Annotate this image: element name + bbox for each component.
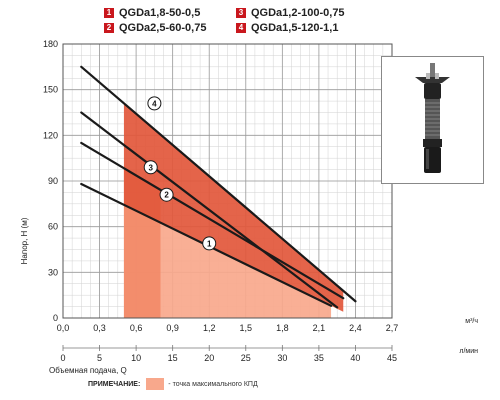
series-line-4 [80,65,357,303]
legend-badge-4: 4 [236,22,246,33]
legend-label-2: QGDa2,5-60-0,75 [119,21,207,34]
x-tick-label-top: 2,7 [386,323,399,333]
legend-badge-1: 1 [104,7,114,18]
x-tick-label-bottom: 35 [314,353,324,363]
x-tick-label-top: 1,2 [203,323,216,333]
series-label-2: 2 [164,191,169,200]
legend-label-4: QGDa1,5-120-1,1 [251,21,339,34]
series-label-4: 4 [152,99,157,108]
efficiency-zone-3 [123,103,344,312]
product-image [381,56,484,184]
x-tick-label-top: 0,6 [130,323,143,333]
legend-label-3: QGDa1,2-100-0,75 [251,6,345,19]
x-tick-label-bottom: 40 [350,353,360,363]
note: ПРИМЕЧАНИЕ: - точка максимального КПД [88,378,258,390]
legend-badge-3: 3 [236,7,246,18]
note-swatch [146,378,165,390]
series-label-3: 3 [149,163,154,172]
legend-column-1: 1 QGDa1,8-50-0,5 2 QGDa2,5-60-0,75 [104,6,206,34]
x-unit-top: м³/ч [465,318,478,325]
legend-column-2: 3 QGDa1,2-100-0,75 4 QGDa1,5-120-1,1 [236,6,345,34]
y-tick-label: 180 [43,39,58,49]
pump-icon [415,63,450,173]
x-tick-label-top: 1,5 [240,323,253,333]
x-tick-label-bottom: 0 [60,353,65,363]
y-tick-label: 60 [48,222,58,232]
series-marker-1 [202,236,217,251]
series-label-1: 1 [207,239,212,248]
x-tick-label-bottom: 10 [131,353,141,363]
y-tick-label: 150 [43,85,58,95]
legend-item-4: 4 QGDa1,5-120-1,1 [236,21,345,34]
x-tick-label-top: 2,1 [313,323,326,333]
x-tick-label-top: 0,0 [57,323,70,333]
x-tick-label-top: 1,8 [276,323,289,333]
y-tick-label: 120 [43,130,58,140]
x-tick-label-bottom: 20 [204,353,214,363]
x-axis-label: Объемная подача, Q [49,366,127,375]
note-text: - точка максимального КПД [168,380,258,388]
series-marker-3 [143,160,158,175]
legend-item-2: 2 QGDa2,5-60-0,75 [104,21,206,34]
note-label: ПРИМЕЧАНИЕ: [88,380,141,388]
x-tick-label-bottom: 15 [168,353,178,363]
x-tick-label-bottom: 5 [97,353,102,363]
x-tick-label-bottom: 30 [277,353,287,363]
series-line-2 [80,141,345,300]
efficiency-zone-1 [123,204,332,318]
series-line-3 [80,111,339,309]
y-tick-label: 0 [53,313,58,323]
x-tick-label-bottom: 25 [241,353,251,363]
series-marker-4 [147,96,162,111]
y-axis-label: Напор, H (м) [20,217,29,264]
x-unit-bottom: л/мин [459,348,478,355]
x-tick-label-top: 0,9 [166,323,179,333]
x-tick-label-top: 0,3 [93,323,106,333]
legend-item-1: 1 QGDa1,8-50-0,5 [104,6,206,19]
y-tick-label: 30 [48,267,58,277]
x-tick-label-bottom: 45 [387,353,397,363]
legend-badge-2: 2 [104,22,114,33]
x-tick-label-top: 2,4 [349,323,362,333]
y-tick-label: 90 [48,176,58,186]
legend-item-3: 3 QGDa1,2-100-0,75 [236,6,345,19]
series-marker-2 [159,187,174,202]
legend-label-1: QGDa1,8-50-0,5 [119,6,201,19]
